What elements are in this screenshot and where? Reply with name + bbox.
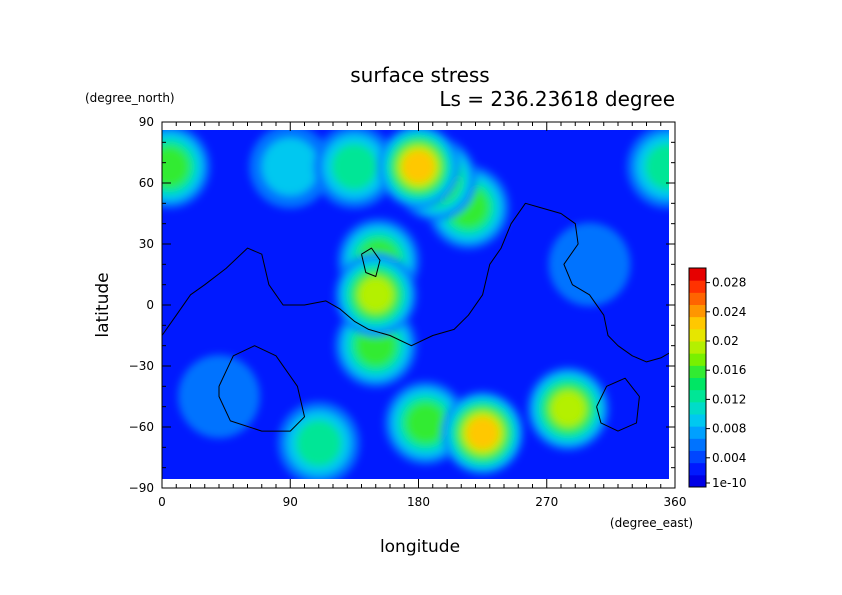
- x-tick-label: 180: [407, 495, 430, 509]
- x-tick-label: 0: [158, 495, 166, 509]
- x-ticks: 0 90 180 270 360: [158, 122, 686, 509]
- field-level-mark: [402, 150, 435, 184]
- x-unit-label: (degree_east): [610, 516, 693, 530]
- field-level-mark: [548, 222, 631, 307]
- colorbar-swatch: [689, 450, 706, 464]
- colorbar-label: 0.024: [712, 305, 746, 319]
- y-tick-label: 30: [139, 237, 154, 251]
- colorbar-label: 0.004: [712, 451, 746, 465]
- contour-southern-basin-west: [218, 345, 305, 432]
- colorbar-swatch: [689, 353, 706, 366]
- chart-title: surface stress: [350, 63, 489, 87]
- colorbar-swatch: [689, 438, 706, 451]
- y-tick-label: −30: [129, 359, 154, 373]
- y-tick-label: −60: [129, 420, 154, 434]
- field-level-mark: [331, 143, 378, 190]
- contour-lines: [162, 202, 669, 432]
- colorbar-swatch: [689, 414, 706, 427]
- colorbar-swatch: [689, 328, 706, 342]
- colorbar-label: 0.028: [712, 276, 746, 290]
- colorbar-label: 0.008: [712, 422, 746, 436]
- field-level-mark: [162, 146, 189, 187]
- field-level-mark: [296, 420, 342, 467]
- contour-northern-coastline: [162, 202, 669, 363]
- colorbar: 1e-10 0.004 0.008 0.012 0.016 0.02 0.024 0.028: [688, 267, 747, 490]
- contour-southern-basin-east: [596, 377, 640, 432]
- colorbar-swatch: [689, 365, 706, 378]
- y-ticks: 90 60 30 0 −30 −60 −90: [129, 115, 675, 495]
- field-level-mark: [406, 402, 446, 443]
- colorbar-label: 0.016: [712, 363, 746, 377]
- colorbar-swatch: [689, 462, 706, 476]
- y-tick-label: 90: [139, 115, 154, 129]
- colorbar-swatch: [689, 377, 706, 391]
- contour-small-crater: [361, 247, 381, 277]
- colorbar-label: 0.012: [712, 392, 746, 406]
- y-tick-label: 60: [139, 176, 154, 190]
- colorbar-label: 0.02: [712, 334, 739, 348]
- y-tick-label: −90: [129, 481, 154, 495]
- stress-field: [162, 130, 669, 479]
- colorbar-swatch: [689, 316, 706, 330]
- colorbar-swatch: [689, 280, 706, 293]
- x-tick-label: 90: [283, 495, 298, 509]
- colorbar-swatch: [689, 341, 706, 354]
- colorbar-frame: [688, 267, 707, 488]
- x-tick-label: 360: [664, 495, 687, 509]
- field-level-mark: [550, 390, 586, 427]
- colorbar-swatch: [689, 389, 706, 403]
- y-axis-label: latitude: [93, 272, 113, 337]
- colorbar-swatch: [689, 292, 706, 305]
- chart-subtitle: Ls = 236.23618 degree: [439, 87, 675, 111]
- x-tick-label: 270: [535, 495, 558, 509]
- colorbar-swatch: [689, 268, 706, 281]
- field-level-mark: [356, 325, 396, 366]
- colorbar-label: 1e-10: [712, 476, 747, 490]
- field-level-mark: [262, 138, 319, 196]
- y-unit-label: (degree_north): [85, 91, 175, 105]
- field-level-mark: [358, 276, 394, 313]
- colorbar-swatch: [689, 474, 706, 488]
- colorbar-swatch: [689, 426, 706, 439]
- colorbar-swatch: [689, 304, 706, 318]
- x-axis-label: longitude: [380, 537, 460, 557]
- y-tick-label: 0: [146, 298, 154, 312]
- colorbar-swatch: [689, 401, 706, 415]
- field-level-mark: [645, 143, 669, 190]
- field-level-mark: [466, 416, 499, 450]
